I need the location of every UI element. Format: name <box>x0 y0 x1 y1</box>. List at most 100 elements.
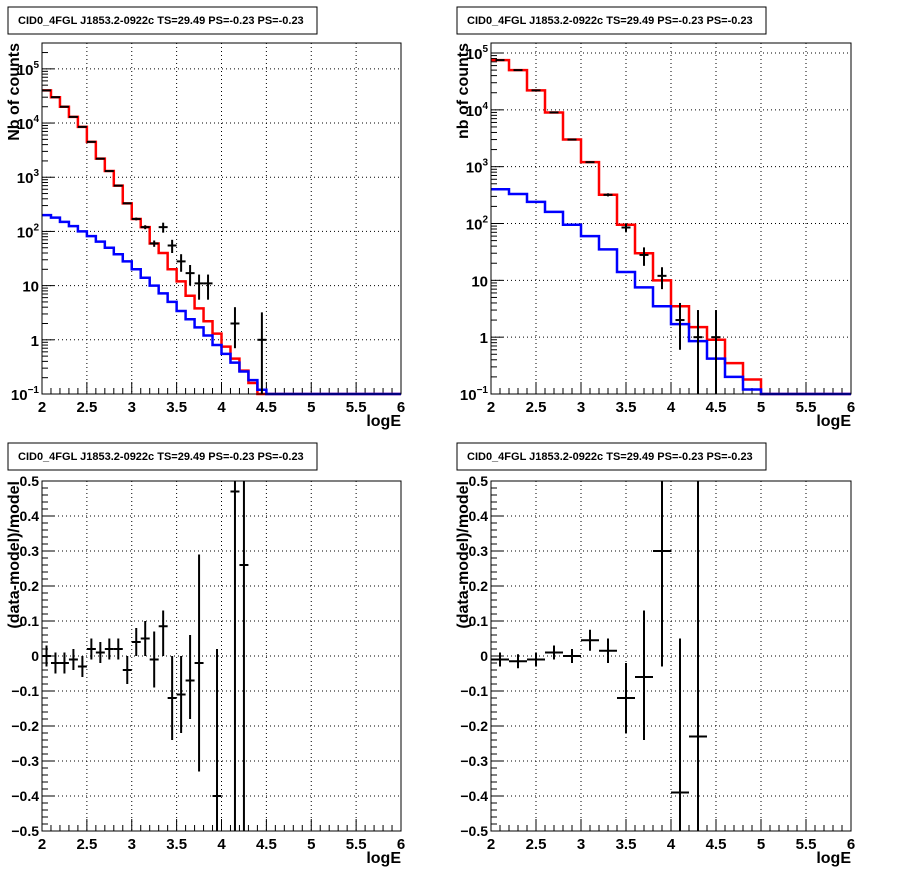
x-tick-label: 4 <box>217 836 226 853</box>
data-point <box>230 307 240 349</box>
y-tick-label: −0.5 <box>11 823 39 839</box>
x-tick-label: 6 <box>397 399 405 416</box>
data-point <box>86 140 96 143</box>
data-point <box>513 69 523 72</box>
y-tick-label: −0.3 <box>460 753 488 769</box>
data-point <box>194 274 204 300</box>
x-tick-label: 4.5 <box>706 836 727 853</box>
y-tick-label: −0.3 <box>11 753 39 769</box>
data-point <box>203 274 213 300</box>
data-point <box>68 115 78 118</box>
y-tick-label: 104 <box>466 101 489 120</box>
x-tick-label: 2.5 <box>526 399 547 416</box>
y-tick-label: 1 <box>480 330 488 347</box>
x-tick-label: 2.5 <box>76 836 97 853</box>
x-tick-label: 4 <box>667 399 676 416</box>
title-box <box>7 6 318 35</box>
data-point <box>549 111 559 114</box>
data-points <box>495 59 721 394</box>
y-tick-label: 0.3 <box>20 543 40 559</box>
x-axis-title: logE <box>366 850 401 867</box>
data-point <box>653 481 671 667</box>
x-tick-label: 2 <box>38 836 46 853</box>
y-axis-title: (data-model)/model <box>6 481 23 629</box>
chart-title: CID0_4FGL J1853.2-0922c TS=29.49 PS=-0.2… <box>18 15 304 27</box>
y-tick-label: 102 <box>466 215 489 234</box>
data-point <box>122 202 132 205</box>
title-box <box>456 6 767 35</box>
data-point <box>176 656 186 733</box>
data-point <box>257 312 267 394</box>
data-point <box>603 193 613 197</box>
chart-panel-2: 2 2.5 3 3.5 4 4.5 5 5.5 6 10−1 1 10 102 103 104 105 logE… <box>455 6 855 430</box>
data-point <box>95 642 105 663</box>
y-tick-label: −0.4 <box>11 788 39 804</box>
x-tick-label: 4 <box>217 399 226 416</box>
y-axis-title: Nb of counts <box>6 43 23 141</box>
x-tick-label: 2 <box>38 399 46 416</box>
title-box <box>456 442 767 471</box>
data-point <box>194 554 204 772</box>
y-axis-title: nb of counts <box>455 43 472 139</box>
x-tick-label: 2 <box>487 399 495 416</box>
x-tick-label: 4.5 <box>256 836 277 853</box>
x-tick-label: 5.5 <box>346 399 367 416</box>
data-point <box>563 649 581 663</box>
y-tick-label: 0.5 <box>20 473 40 489</box>
chart-title: CID0_4FGL J1853.2-0922c TS=29.49 PS=-0.2… <box>467 15 753 27</box>
y-tick-label: −0.2 <box>460 718 488 734</box>
data-point <box>59 652 69 674</box>
data-points <box>491 481 707 831</box>
data-point <box>693 310 703 394</box>
data-point <box>635 610 653 740</box>
data-point <box>167 656 177 740</box>
y-tick-label: 10−1 <box>460 385 489 404</box>
x-tick-label: 6 <box>847 836 855 853</box>
data-point <box>131 217 141 221</box>
x-tick-label: 5 <box>757 399 765 416</box>
y-tick-label: 0.2 <box>469 578 489 594</box>
y-tick-label: 103 <box>466 158 489 177</box>
y-tick-label: 102 <box>17 222 40 241</box>
x-tick-label: 4 <box>667 836 676 853</box>
data-point <box>657 267 667 290</box>
x-tick-label: 2.5 <box>76 399 97 416</box>
data-point <box>149 240 159 247</box>
x-tick-label: 3.5 <box>166 836 187 853</box>
y-tick-label: 103 <box>17 168 40 187</box>
x-tick-label: 3.5 <box>616 836 637 853</box>
data-point <box>158 610 168 656</box>
x-axis-title: logE <box>816 850 851 867</box>
y-tick-label: 104 <box>17 114 40 133</box>
data-point <box>131 628 141 656</box>
data-point <box>711 310 721 394</box>
data-point <box>77 656 87 677</box>
data-point <box>527 652 545 667</box>
data-point <box>185 265 195 286</box>
plot-frame <box>41 480 402 832</box>
data-point <box>567 138 577 141</box>
data-point <box>617 663 635 733</box>
data-point <box>545 645 563 660</box>
data-point <box>581 629 599 651</box>
y-tick-label: 10−1 <box>11 385 40 404</box>
x-tick-label: 3 <box>128 399 136 416</box>
data-point <box>140 621 150 656</box>
data-points <box>42 89 267 394</box>
x-tick-label: 4.5 <box>706 399 727 416</box>
data-point <box>675 302 685 350</box>
data-point <box>77 125 87 128</box>
model-total-line <box>491 58 851 396</box>
y-tick-label: 1 <box>31 333 39 350</box>
y-tick-label: 0.4 <box>20 508 40 524</box>
data-points <box>42 481 249 831</box>
data-point <box>509 654 527 669</box>
y-tick-label: 10 <box>22 279 39 296</box>
x-tick-label: 3 <box>577 399 585 416</box>
chart-title: CID0_4FGL J1853.2-0922c TS=29.49 PS=-0.2… <box>18 451 304 463</box>
y-tick-label: 0.2 <box>20 578 40 594</box>
model-background-line <box>491 188 851 396</box>
data-point <box>50 96 60 99</box>
data-point <box>621 223 631 233</box>
